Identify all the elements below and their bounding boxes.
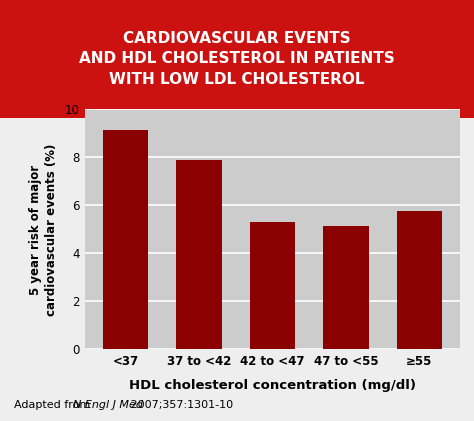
Text: 2007;357:1301-10: 2007;357:1301-10 bbox=[127, 400, 233, 410]
Bar bbox=[103, 130, 148, 349]
Bar bbox=[397, 211, 442, 349]
Y-axis label: 5 year risk of major
cardiovascular events (%): 5 year risk of major cardiovascular even… bbox=[29, 143, 58, 316]
X-axis label: HDL cholesterol concentration (mg/dl): HDL cholesterol concentration (mg/dl) bbox=[129, 379, 416, 392]
Bar bbox=[176, 160, 222, 349]
Text: CARDIOVASCULAR EVENTS
AND HDL CHOLESTEROL IN PATIENTS
WITH LOW LDL CHOLESTEROL: CARDIOVASCULAR EVENTS AND HDL CHOLESTERO… bbox=[79, 31, 395, 87]
Bar bbox=[250, 222, 295, 349]
Text: N Engl J Med: N Engl J Med bbox=[73, 400, 143, 410]
Bar bbox=[323, 226, 369, 349]
Text: Adapted from: Adapted from bbox=[14, 400, 94, 410]
